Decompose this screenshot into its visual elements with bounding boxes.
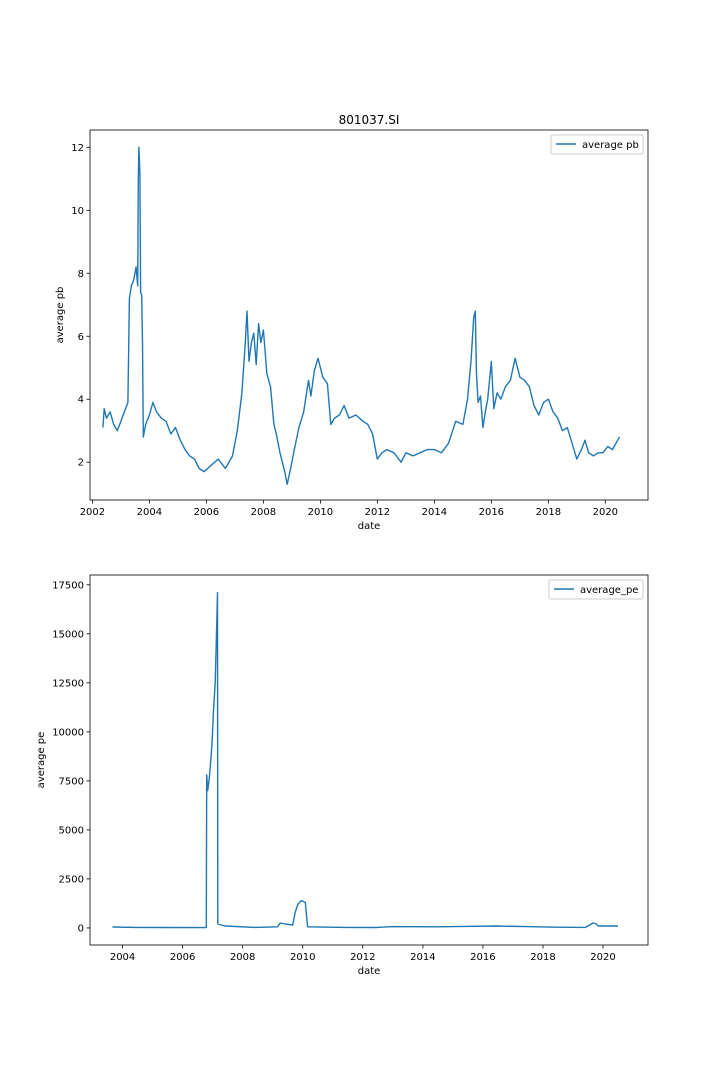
y-tick-label: 5000 xyxy=(59,825,84,836)
y-tick-label: 10 xyxy=(71,206,84,217)
plot-area-pe: 2004 2006 2008 2010 2012 2014 2016 2018 2020 0 250… xyxy=(52,574,649,963)
x-tick-label: 2014 xyxy=(422,507,447,518)
y-tick-label: 2500 xyxy=(59,874,84,885)
x-tick-label: 2008 xyxy=(230,952,255,963)
y-tick-label: 2 xyxy=(78,458,84,469)
chart-title: 801037.SI xyxy=(339,113,400,127)
x-axis-label: date xyxy=(358,521,381,532)
chart-average-pe: 2004 2006 2008 2010 2012 2014 2016 2018 2020 0 250… xyxy=(36,574,649,977)
axes-frame xyxy=(89,574,649,946)
y-tick-label: 17500 xyxy=(52,580,84,591)
axes-frame xyxy=(89,129,649,501)
legend-box xyxy=(548,579,644,600)
x-tick-label: 2002 xyxy=(80,507,105,518)
y-tick-label: 4 xyxy=(78,395,84,406)
chart-average-pb: 801037.SI 2002 2004 2006 2008 2010 2012 2014 20… xyxy=(55,113,649,532)
x-tick-label: 2012 xyxy=(365,507,390,518)
series-line xyxy=(102,146,621,485)
x-axis-label: date xyxy=(358,966,381,977)
y-tick-label: 12 xyxy=(71,143,84,154)
x-tick-label: 2012 xyxy=(350,952,375,963)
x-tick-label: 2018 xyxy=(530,952,555,963)
y-tick-label: 6 xyxy=(78,332,84,343)
plot-area-pb: 2002 2004 2006 2008 2010 2012 2014 2016 2018 2020… xyxy=(71,129,649,518)
y-axis-label: average pe xyxy=(36,732,47,789)
legend-entry: average_pe xyxy=(580,585,638,596)
x-tick-label: 2020 xyxy=(590,952,615,963)
x-tick-label: 2006 xyxy=(194,507,219,518)
x-tick-label: 2014 xyxy=(410,952,435,963)
x-tick-label: 2004 xyxy=(137,507,162,518)
x-tick-label: 2016 xyxy=(479,507,504,518)
legend-entry: average pb xyxy=(582,140,639,151)
x-tick-label: 2004 xyxy=(110,952,135,963)
y-tick-label: 7500 xyxy=(59,776,84,787)
x-tick-label: 2016 xyxy=(470,952,495,963)
x-tick-label: 2006 xyxy=(170,952,195,963)
x-tick-label: 2020 xyxy=(593,507,618,518)
y-tick-label: 8 xyxy=(78,269,84,280)
x-tick-label: 2018 xyxy=(536,507,561,518)
y-axis-label: average pb xyxy=(55,287,66,344)
x-tick-label: 2010 xyxy=(290,952,315,963)
x-tick-label: 2008 xyxy=(251,507,276,518)
x-tick-label: 2010 xyxy=(308,507,333,518)
y-tick-label: 15000 xyxy=(52,629,84,640)
y-tick-label: 10000 xyxy=(52,727,84,738)
legend: average_pe xyxy=(548,579,644,600)
y-tick-label: 0 xyxy=(78,923,84,934)
legend-box xyxy=(550,134,644,155)
series-line xyxy=(112,591,618,929)
y-tick-label: 12500 xyxy=(52,678,84,689)
legend: average pb xyxy=(550,134,644,155)
